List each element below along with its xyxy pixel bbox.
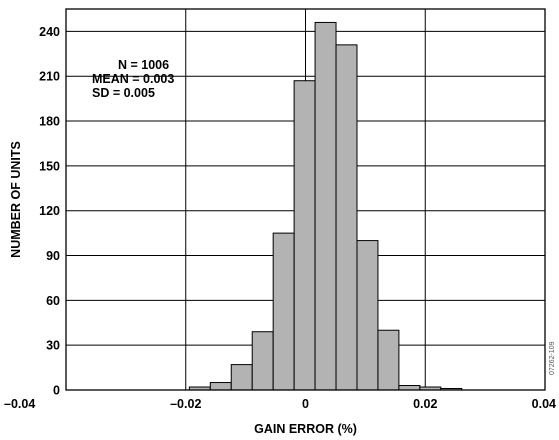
plot-frame <box>65 8 546 391</box>
histogram-bars <box>188 21 463 391</box>
y-tick-label: 240 <box>39 25 60 39</box>
y-tick-label: 210 <box>39 70 60 84</box>
annotation-sd: SD = 0.005 <box>92 86 155 100</box>
y-tick-label: 180 <box>39 115 60 129</box>
x-tick-label: –0.04 <box>4 397 35 411</box>
histogram-bar <box>356 240 379 391</box>
histogram-bar <box>230 364 253 391</box>
histogram-bar <box>251 331 274 391</box>
y-axis-label: NUMBER OF UNITS <box>9 141 23 258</box>
histogram-bar <box>335 44 358 391</box>
figure-code: 07262-109 <box>549 341 556 375</box>
y-tick-label: 60 <box>46 294 60 308</box>
histogram-bar <box>398 385 421 391</box>
x-tick-label: 0.04 <box>532 397 556 411</box>
x-tick-label: 0 <box>302 397 309 411</box>
histogram-bar <box>209 382 232 391</box>
tick-labels: 0 30 60 90 120 150 180 210 240 –0.04 –0.02 0 0.02 0.0… <box>4 25 556 411</box>
annotation-mean: MEAN = 0.003 <box>92 72 174 86</box>
y-tick-label: 90 <box>46 249 60 263</box>
x-axis-label: GAIN ERROR (%) <box>254 422 357 436</box>
x-tick-label: 0.02 <box>413 397 437 411</box>
histogram-bar <box>272 232 295 391</box>
annotation-n: N = 1006 <box>118 58 169 72</box>
histogram-bar <box>314 21 337 391</box>
y-tick-label: 120 <box>39 204 60 218</box>
histogram-bar <box>293 80 316 391</box>
y-tick-label: 0 <box>53 384 60 398</box>
histogram-bar <box>377 329 400 391</box>
x-tick-label: –0.02 <box>170 397 201 411</box>
y-tick-label: 30 <box>46 339 60 353</box>
y-tick-label: 150 <box>39 159 60 173</box>
